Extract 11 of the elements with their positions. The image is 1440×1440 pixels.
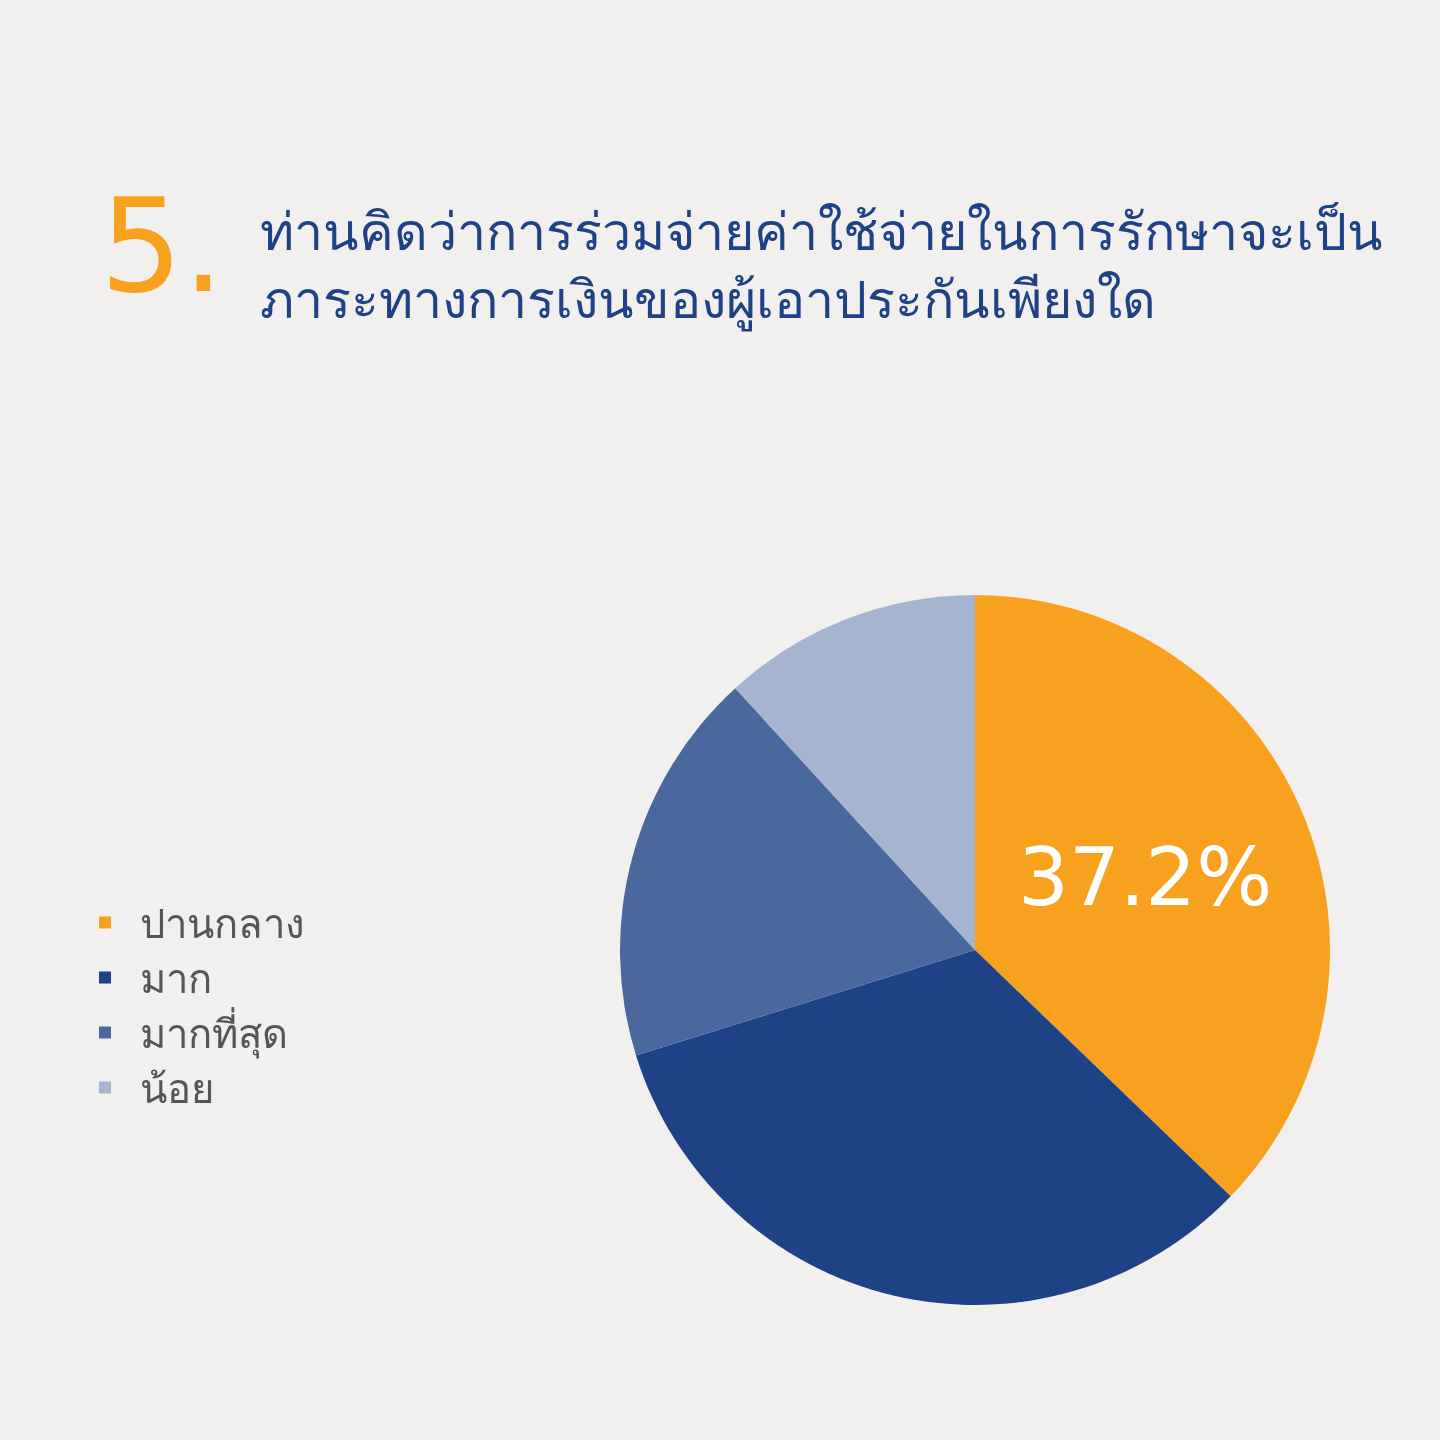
pie-slice (975, 595, 1330, 1197)
data-label: 37.2% (1018, 831, 1273, 925)
pie-slice (636, 950, 1231, 1305)
pie-slice (620, 688, 975, 1056)
pie-slice (735, 595, 975, 950)
chart-title: 5. (100, 170, 225, 322)
legend-label: มาก (140, 956, 212, 1003)
chart-subtitle: ท่านคิดว่าการร่วมจ่ายค่าใช้จ่ายในการรักษาจะเป็น ภาระทางการเงินของผู้เอาประกันเพียงใด (260, 202, 1383, 332)
legend-label: ปานกลาง (140, 901, 305, 948)
legend-label: น้อย (140, 1066, 214, 1113)
legend-label: มากที่สุด (140, 1007, 288, 1060)
